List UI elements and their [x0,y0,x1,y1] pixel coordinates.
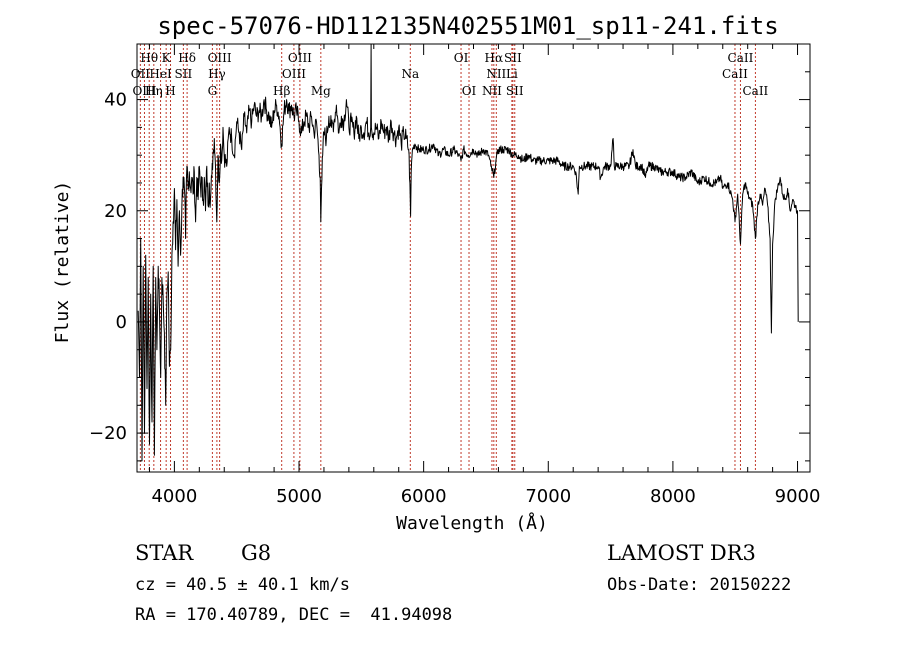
x-tick-labels: 4000 5000 6000 7000 8000 9000 [151,486,820,507]
redshift-readout: cz = 40.5 ± 40.1 km/s [135,575,350,595]
object-subclass: G8 [241,541,271,565]
spectral-line-label: CaII [722,67,748,81]
spectral-line-label: OI [454,51,469,65]
spectral-line-label: CaII [728,51,754,65]
spectral-line-label: SII [506,84,524,98]
spectral-line-label: Hη [145,84,163,98]
spectrum-line [137,43,799,462]
spectral-line-label: OIII [208,51,232,65]
spectral-line-label: H [165,84,175,98]
spectral-line-label: G [208,84,218,98]
spectral-line-label: Hα [485,51,504,65]
spectral-line-label: Na [401,67,419,81]
spectral-line-label: CaII [742,84,768,98]
y-tick-label: −20 [89,423,127,444]
y-tick-label: 0 [116,312,127,333]
x-tick-label: 5000 [276,486,322,507]
axis-ticks [137,43,810,472]
x-tick-label: 6000 [401,486,447,507]
x-tick-label: 7000 [525,486,571,507]
spectral-line-label: OIII [282,67,306,81]
spectral-line-label: OII [131,67,151,81]
plot-frame [136,43,811,473]
spectral-line-label: Hθ [140,51,158,65]
spectral-line-label: SII [504,51,522,65]
y-tick-label: 20 [104,201,127,222]
spectral-line-label: Hγ [208,67,226,81]
spectral-line-label: Hβ [273,84,290,98]
spectral-line-label: HeI [149,67,172,81]
spectral-line-label: Hδ [178,51,196,65]
chart-title: spec-57076-HD112135N402551M01_sp11-241.f… [157,12,778,40]
x-tick-label: 4000 [151,486,197,507]
spectral-line-label: OIII [288,51,312,65]
coordinates-readout: RA = 170.40789, DEC = 41.94098 [135,605,452,625]
survey-name: LAMOST DR3 [607,541,756,565]
spectral-line-label: OI [462,84,477,98]
spectral-line-label: SII [175,67,193,81]
spectral-line-label: Li [506,67,518,81]
x-tick-label: 8000 [650,486,696,507]
observation-date: Obs-Date: 20150222 [607,575,791,595]
spectral-line-label: OIII [132,84,156,98]
y-tick-labels: −20 0 20 40 [89,90,127,445]
object-type: STAR [135,541,194,565]
spectral-line-label: Mg [311,84,331,98]
x-axis-label: Wavelength (Å) [396,512,548,534]
x-tick-label: 9000 [775,486,821,507]
spectrum-series [137,43,799,462]
spectral-line-label: K [162,51,172,65]
spectral-line-markers [139,44,756,472]
y-axis-label: Flux (relative) [52,181,73,344]
spectral-line-label: NII [482,84,502,98]
spectral-line-label: NII [486,67,506,81]
y-tick-label: 40 [104,90,127,111]
